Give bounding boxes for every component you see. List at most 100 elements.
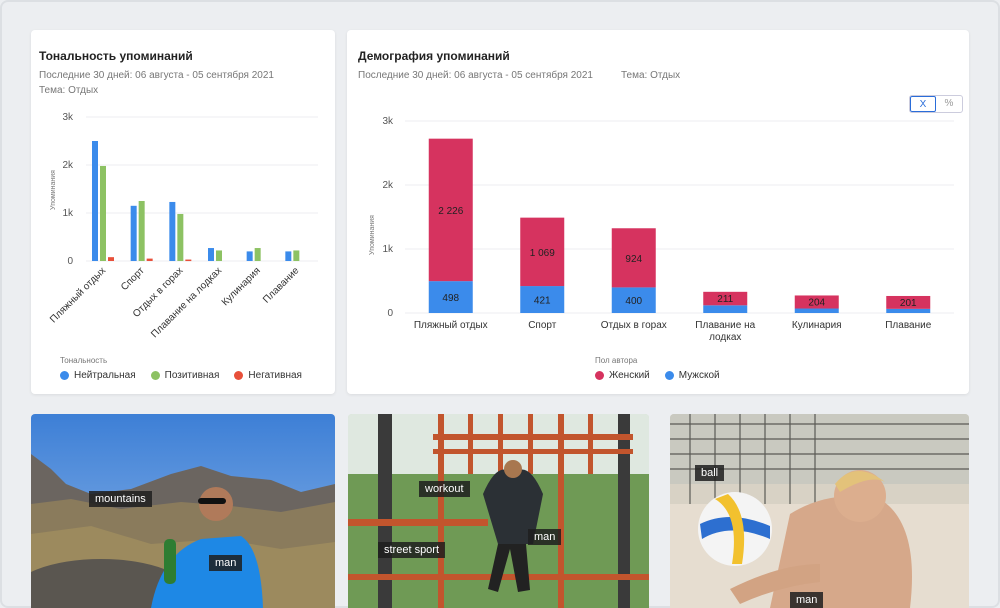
- bar-segment: [886, 308, 931, 313]
- y-tick-label: 0: [67, 256, 73, 267]
- bar: [169, 201, 176, 261]
- y-axis-label: Упоминания: [369, 215, 376, 255]
- x-tick-label: Кулинария: [220, 265, 263, 308]
- bar: [108, 257, 114, 261]
- photo-tag: man: [790, 592, 824, 608]
- legend-item-positive[interactable]: Позитивная: [150, 370, 220, 381]
- photo-image: [670, 414, 969, 608]
- photo-workout[interactable]: workout man street sport: [348, 414, 649, 608]
- data-label: 201: [900, 298, 917, 309]
- legend-label: Позитивная: [164, 370, 220, 381]
- x-tick-label: Кулинария: [792, 320, 842, 331]
- bar: [293, 250, 300, 261]
- bar-segment: [520, 217, 565, 287]
- x-tick-label: Плавание: [885, 320, 931, 331]
- data-label: 211: [717, 294, 733, 305]
- demography-legend: Пол автора Женский Мужской: [595, 356, 720, 381]
- bar-segment: [520, 286, 565, 313]
- y-tick-label: 2k: [62, 160, 74, 171]
- legend-dot-icon: [60, 371, 69, 380]
- toggle-absolute-button[interactable]: X: [910, 96, 936, 112]
- demography-card: Демография упоминаний Последние 30 дней:…: [347, 30, 969, 394]
- bar-segment: [794, 308, 839, 313]
- data-label: 400: [625, 296, 642, 307]
- x-tick-label: Отдых в горах: [601, 320, 667, 331]
- legend-dot-icon: [664, 371, 674, 380]
- legend-item-neutral[interactable]: Нейтральная: [60, 370, 136, 381]
- data-label: 204: [808, 297, 825, 308]
- bar-segment: [611, 228, 656, 288]
- photo-image: [31, 414, 335, 608]
- legend-dot-icon: [234, 371, 244, 380]
- photo-tag: mountains: [89, 491, 152, 507]
- x-tick-label: Пляжный отдых: [48, 265, 108, 325]
- topic-text: Тема: Отдых: [621, 70, 681, 81]
- y-tick-label: 1k: [382, 244, 394, 255]
- photo-image: [348, 414, 649, 608]
- bar-segment: [703, 291, 748, 306]
- photo-tag: ball: [695, 465, 725, 481]
- legend-label: Нейтральная: [74, 370, 136, 381]
- bar: [100, 165, 106, 261]
- legend-dot-icon: [595, 371, 604, 380]
- photo-tag: workout: [419, 481, 470, 497]
- card-title: Тональность упоминаний: [39, 49, 193, 63]
- bar: [130, 205, 137, 261]
- topic-text: Тема: Отдых: [39, 85, 99, 96]
- bar: [246, 251, 253, 261]
- bar-segment: [611, 287, 656, 313]
- x-tick-label: Плавание: [261, 265, 302, 306]
- sentiment-legend: Тональность Нейтральная Позитивная Негат…: [60, 356, 302, 381]
- photo-tag: man: [209, 555, 243, 571]
- photo-volleyball[interactable]: ball man: [670, 414, 969, 608]
- bar: [285, 251, 292, 261]
- photo-mountains[interactable]: mountains man: [31, 414, 335, 608]
- bar: [254, 248, 261, 261]
- period-text: Последние 30 дней: 06 августа - 05 сентя…: [39, 70, 274, 81]
- data-label: 421: [534, 296, 551, 307]
- bar-segment: [428, 138, 473, 282]
- bar-segment: [428, 281, 473, 313]
- demography-chart: 0 1k 2k 3k Упоминания 498 2 226 Пляжный отдых 42…: [369, 116, 954, 343]
- y-tick-label: 3k: [62, 112, 74, 123]
- y-tick-label: 0: [387, 308, 393, 319]
- x-tick-label: Спорт: [119, 265, 147, 293]
- data-label: 924: [625, 254, 642, 265]
- data-label: 498: [442, 293, 459, 304]
- view-toggle: X %: [909, 95, 963, 113]
- bar: [92, 141, 98, 261]
- y-axis-label: Упоминания: [50, 170, 57, 210]
- bar: [146, 258, 153, 261]
- bar: [185, 259, 192, 262]
- toggle-percent-button[interactable]: %: [944, 98, 954, 109]
- data-label: 1 069: [530, 248, 555, 259]
- legend-dot-icon: [150, 371, 160, 380]
- sentiment-card: Тональность упоминаний Последние 30 дней…: [31, 30, 335, 394]
- bar-segment: [703, 305, 748, 313]
- photo-tag: man: [528, 529, 562, 545]
- legend-item-negative[interactable]: Негативная: [234, 370, 302, 381]
- y-tick-label: 2k: [382, 180, 394, 191]
- photo-tag: street sport: [378, 542, 446, 558]
- period-text: Последние 30 дней: 06 августа - 05 сентя…: [358, 70, 593, 81]
- bar: [138, 201, 145, 261]
- legend-item-male[interactable]: Мужской: [664, 370, 720, 381]
- legend-title: Тональность: [60, 356, 108, 365]
- legend-label: Негативная: [248, 370, 302, 381]
- bar: [177, 213, 184, 261]
- card-title: Демография упоминаний: [358, 49, 510, 63]
- x-tick-label: Плавание на: [695, 320, 755, 331]
- legend-title: Пол автора: [595, 356, 638, 365]
- legend-label: Мужской: [678, 370, 720, 381]
- y-tick-label: 3k: [382, 116, 394, 127]
- y-tick-label: 1k: [62, 208, 74, 219]
- legend-item-female[interactable]: Женский: [595, 370, 650, 381]
- x-tick-label: Спорт: [528, 320, 557, 331]
- x-tick-label: Пляжный отдых: [414, 320, 488, 331]
- bar-segment: [886, 295, 931, 309]
- data-label: 2 226: [438, 206, 463, 217]
- bar-segment: [794, 295, 839, 309]
- legend-label: Женский: [609, 370, 650, 381]
- bar: [208, 248, 214, 261]
